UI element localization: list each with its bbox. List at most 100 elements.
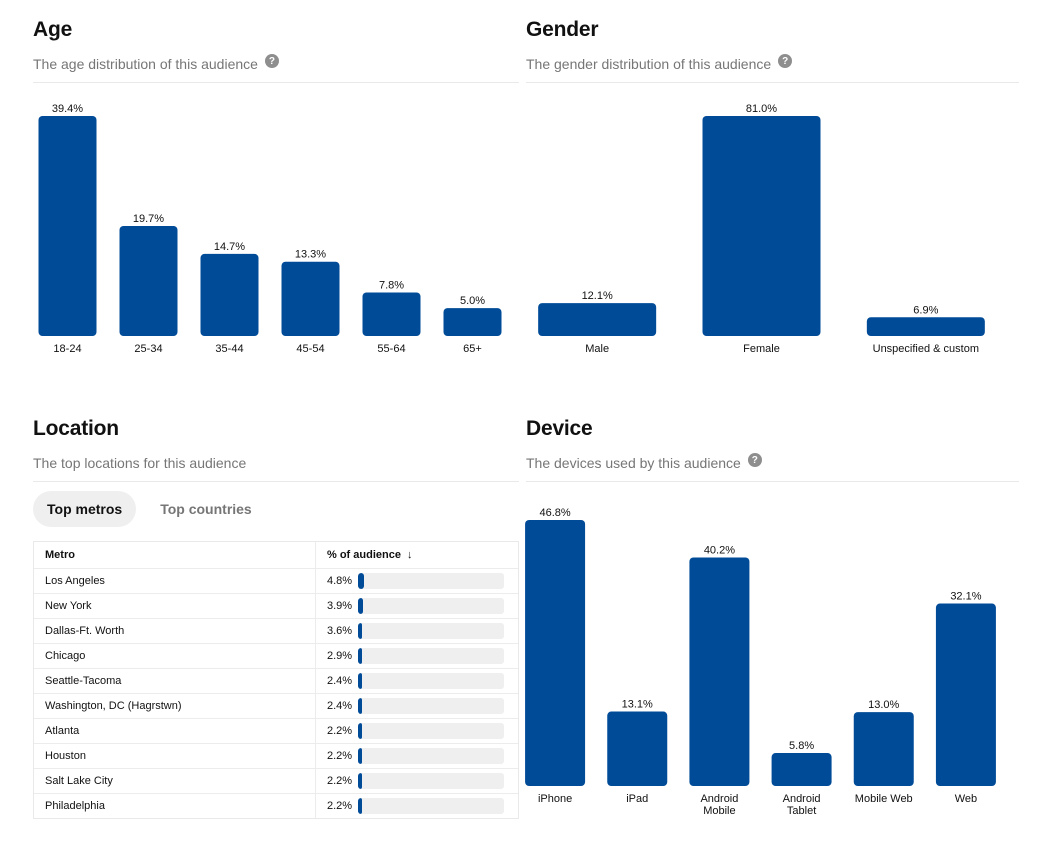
device-bar-chart: 46.8%iPhone13.1%iPad40.2%AndroidMobile5.… (525, 507, 996, 817)
tab-top-metros[interactable]: Top metros (33, 491, 137, 527)
table-row: Houston 2.2% (34, 743, 518, 768)
bar-value-label: 19.7% (133, 213, 164, 225)
table-row: Atlanta 2.2% (34, 718, 518, 743)
help-icon[interactable]: ? (747, 453, 762, 467)
gender-panel: Gender The gender distribution of this a… (526, 16, 1019, 83)
metro-table: Metro % of audience ↓ Los Angeles 4.8% New… (33, 541, 519, 819)
metro-bar-track (358, 573, 504, 589)
bar-male[interactable] (538, 303, 657, 336)
bar-value-label: 39.4% (52, 103, 83, 115)
table-header: Metro % of audience ↓ (34, 542, 518, 568)
bar-value-label: 46.8% (539, 507, 570, 519)
metro-percent: 2.2% (327, 750, 353, 762)
table-row: Salt Lake City 2.2% (34, 768, 518, 793)
category-label: Mobile (703, 805, 735, 817)
bar-18-24[interactable] (38, 116, 97, 336)
percent-column-header-label: % of audience (327, 549, 401, 561)
category-label: 55-64 (377, 343, 405, 355)
table-row: Philadelphia 2.2% (34, 793, 518, 818)
metro-bar-track (358, 773, 504, 789)
age-subtitle: The age distribution of this audience ? (33, 52, 519, 76)
gender-title: Gender (526, 18, 599, 41)
bar-value-label: 6.9% (913, 304, 938, 316)
metro-name: Seattle-Tacoma (34, 669, 316, 693)
age-bar-chart: 39.4% 18-24 19.7% 25-34 14.7% 35-44 13.3% 45-54… (38, 103, 502, 355)
metro-percent: 2.2% (327, 725, 353, 737)
category-label: 45-54 (296, 343, 324, 355)
gender-subtitle: The gender distribution of this audience… (526, 52, 1019, 76)
category-label: 25-34 (134, 343, 162, 355)
bar-25-34[interactable] (119, 226, 178, 336)
metro-name: New York (34, 594, 316, 618)
age-title: Age (33, 18, 73, 41)
category-label: Android (783, 793, 821, 805)
bar-mobile-web[interactable] (853, 712, 914, 786)
metro-bar-fill (358, 673, 362, 689)
bar-65-[interactable] (443, 308, 502, 336)
bar-ipad[interactable] (607, 711, 668, 786)
metro-bar-fill (358, 773, 362, 789)
metro-bar-track (358, 723, 504, 739)
metro-bar-fill (358, 648, 362, 664)
metro-percent: 3.6% (327, 625, 353, 637)
metro-bar-track (358, 598, 504, 614)
metro-bar-track (358, 648, 504, 664)
bar-35-44[interactable] (200, 253, 259, 336)
device-panel: Device The devices used by this audience… (526, 415, 1019, 482)
help-icon[interactable]: ? (778, 54, 793, 68)
category-label: Unspecified & custom (873, 343, 979, 355)
category-label: 35-44 (215, 343, 243, 355)
metro-bar-fill (358, 598, 363, 614)
metro-name: Philadelphia (34, 794, 316, 818)
table-row: Seattle-Tacoma 2.4% (34, 668, 518, 693)
gender-subtitle-text: The gender distribution of this audience (526, 56, 772, 72)
category-label: 65+ (463, 343, 482, 355)
category-label: iPad (626, 793, 648, 805)
category-label: 18-24 (53, 343, 81, 355)
bar-55-64[interactable] (362, 292, 421, 336)
bar-web[interactable] (935, 603, 996, 786)
help-icon[interactable]: ? (264, 54, 279, 68)
bar-android-mobile[interactable] (689, 557, 750, 786)
table-row: Chicago 2.9% (34, 643, 518, 668)
table-row: Los Angeles 4.8% (34, 568, 518, 593)
sort-down-icon[interactable]: ↓ (406, 549, 413, 561)
category-label: Male (585, 343, 609, 355)
bar-android-tablet[interactable] (771, 753, 832, 786)
bar-iphone[interactable] (525, 520, 586, 786)
table-row: Washington, DC (Hagrstwn) 2.4% (34, 693, 518, 718)
bar-value-label: 13.1% (622, 699, 653, 711)
metro-percent: 2.9% (327, 650, 353, 662)
category-label: Female (743, 343, 780, 355)
metro-bar-fill (358, 573, 364, 589)
metro-name: Atlanta (34, 719, 316, 743)
location-divider (33, 481, 519, 482)
metro-rows: Los Angeles 4.8% New York 3.9% Dallas-Ft. Wo… (34, 568, 518, 818)
bar-45-54[interactable] (281, 261, 340, 336)
metro-bar-track (358, 623, 504, 639)
gender-divider (526, 82, 1019, 83)
category-label: iPhone (538, 793, 572, 805)
age-subtitle-text: The age distribution of this audience (33, 56, 258, 72)
metro-name: Washington, DC (Hagrstwn) (34, 694, 316, 718)
bar-value-label: 81.0% (746, 103, 777, 115)
metro-percent: 4.8% (327, 575, 353, 587)
tab-top-countries[interactable]: Top countries (160, 501, 252, 517)
metro-bar-fill (358, 623, 363, 639)
bar-value-label: 13.0% (868, 699, 899, 711)
metro-percent: 2.4% (327, 700, 353, 712)
bar-unspecified-custom[interactable] (866, 317, 985, 336)
table-row: New York 3.9% (34, 593, 518, 618)
metro-bar-track (358, 748, 504, 764)
metro-bar-track (358, 798, 504, 814)
metro-name: Houston (34, 744, 316, 768)
location-subtitle-text: The top locations for this audience (33, 455, 247, 471)
device-title: Device (526, 417, 593, 440)
bar-value-label: 5.8% (789, 740, 814, 752)
metro-name: Salt Lake City (34, 769, 316, 793)
metro-bar-fill (358, 723, 362, 739)
bar-value-label: 14.7% (214, 241, 245, 253)
metro-column-header: Metro (34, 542, 316, 568)
bar-female[interactable] (702, 116, 821, 336)
percent-column-header[interactable]: % of audience ↓ (316, 542, 412, 568)
